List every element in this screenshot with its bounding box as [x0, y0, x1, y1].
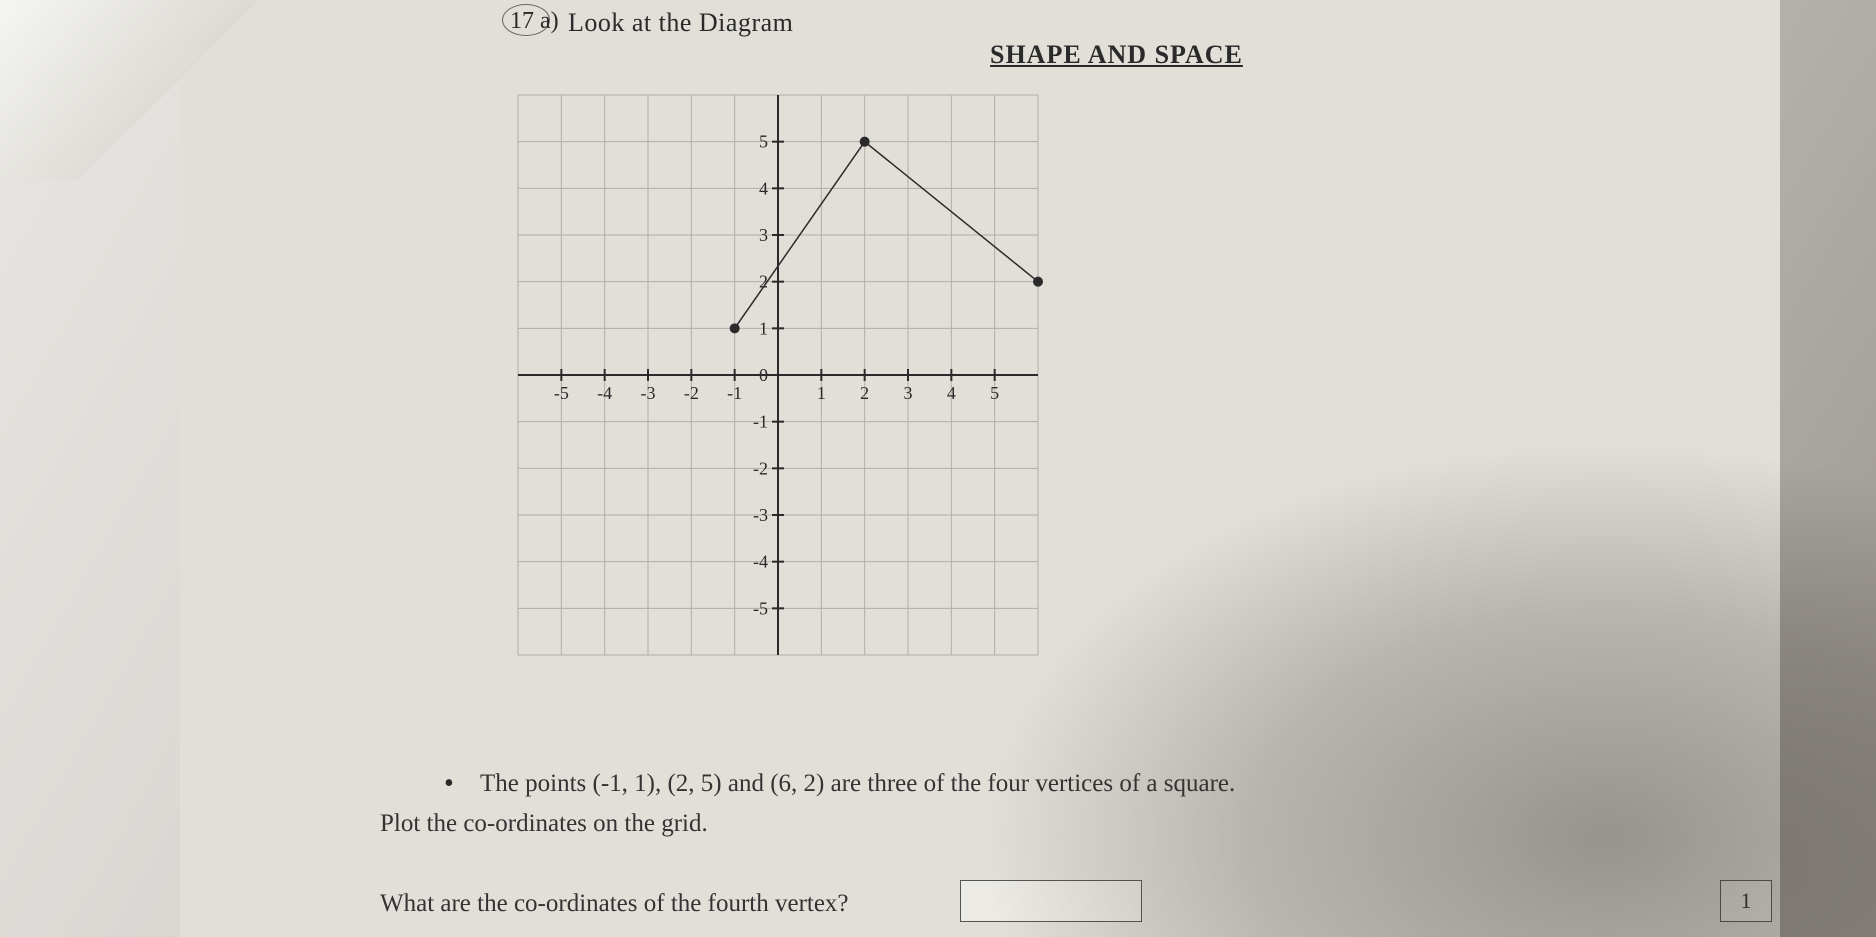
score-box: 1 — [1720, 880, 1772, 922]
answer-box[interactable] — [960, 880, 1142, 922]
question-prompt: Look at the Diagram — [568, 8, 793, 38]
svg-text:3: 3 — [904, 383, 913, 403]
svg-text:4: 4 — [759, 178, 768, 198]
section-heading: SHAPE AND SPACE — [990, 40, 1243, 70]
body-line-1: The points (-1, 1), (2, 5) and (6, 2) ar… — [480, 770, 1235, 798]
svg-text:1: 1 — [759, 318, 768, 338]
grid-svg: -5-4-3-2-112345-5-4-3-2-1012345 — [498, 75, 1058, 675]
svg-text:1: 1 — [817, 383, 826, 403]
svg-text:-2: -2 — [753, 458, 768, 478]
svg-text:-5: -5 — [753, 598, 768, 618]
body-line-3: What are the co-ordinates of the fourth … — [380, 890, 849, 918]
svg-text:-4: -4 — [753, 552, 768, 572]
svg-text:5: 5 — [759, 132, 768, 152]
score-value: 1 — [1741, 888, 1752, 913]
svg-text:2: 2 — [860, 383, 869, 403]
bullet-icon: • — [444, 768, 454, 800]
svg-text:-1: -1 — [727, 383, 742, 403]
svg-text:-3: -3 — [641, 383, 656, 403]
question-number: 17 a) — [510, 8, 559, 35]
worksheet-page: 17 a) Look at the Diagram SHAPE AND SPAC… — [180, 0, 1780, 937]
svg-text:4: 4 — [947, 383, 956, 403]
svg-text:-2: -2 — [684, 383, 699, 403]
svg-text:-3: -3 — [753, 505, 768, 525]
svg-text:-4: -4 — [597, 383, 612, 403]
svg-text:-1: -1 — [753, 412, 768, 432]
svg-text:3: 3 — [759, 225, 768, 245]
svg-text:5: 5 — [990, 383, 999, 403]
svg-text:0: 0 — [759, 365, 768, 385]
svg-text:-5: -5 — [554, 383, 569, 403]
coordinate-grid: -5-4-3-2-112345-5-4-3-2-1012345 — [498, 75, 1058, 675]
body-line-2: Plot the co-ordinates on the grid. — [380, 810, 708, 838]
